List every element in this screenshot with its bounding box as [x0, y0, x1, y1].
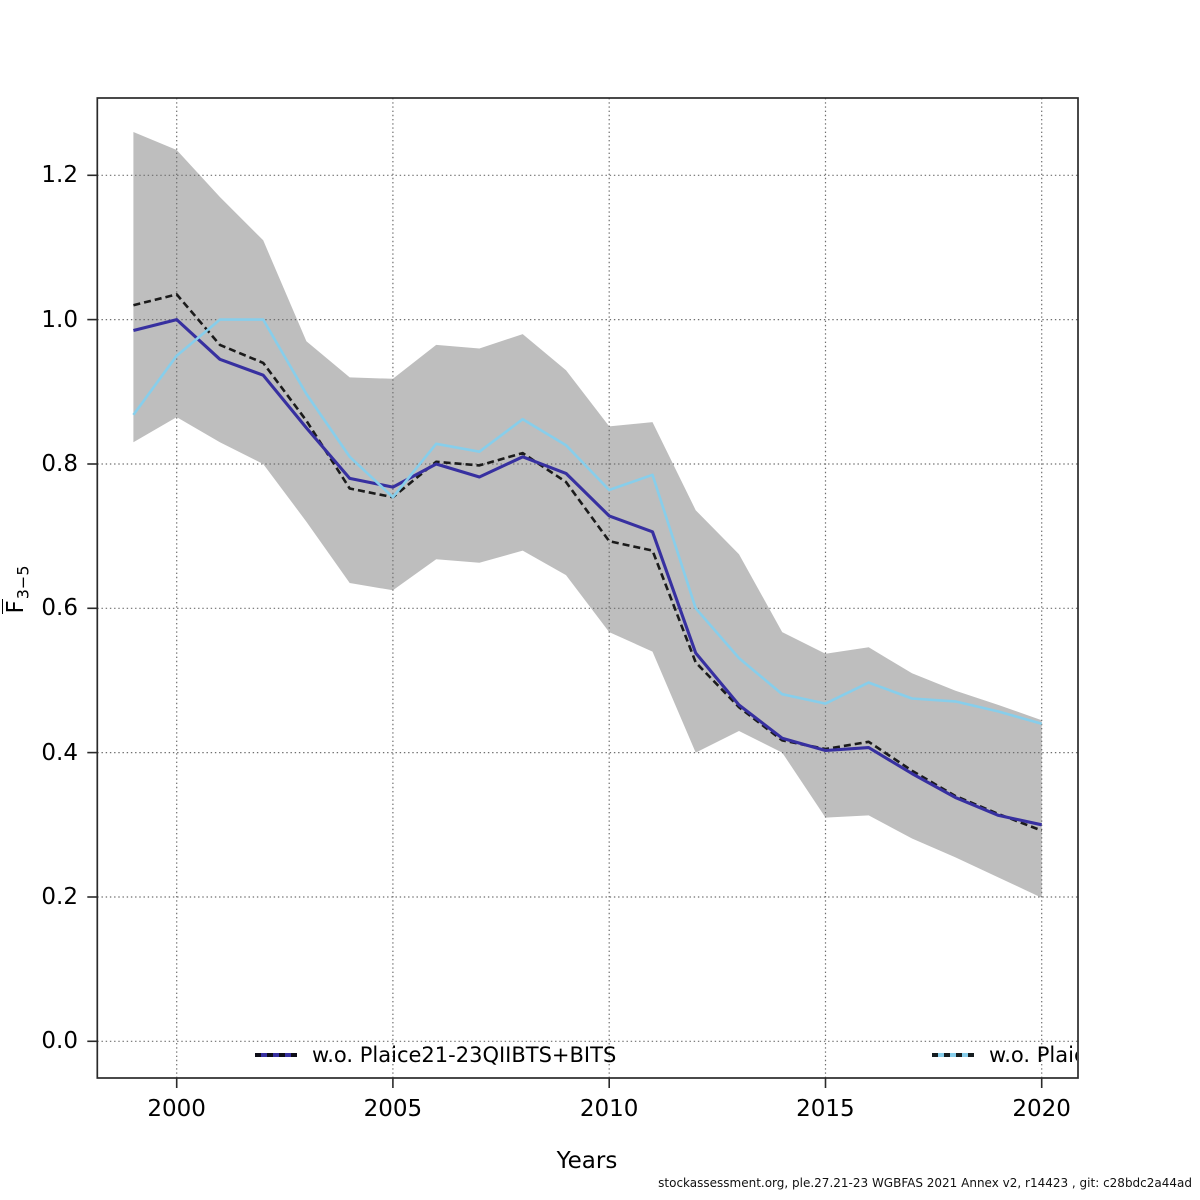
- y-tick-label: 0.2: [41, 883, 78, 910]
- x-tick-label: 2015: [796, 1096, 855, 1122]
- x-tick-label: 2005: [363, 1096, 423, 1122]
- series-line: [133, 293, 1043, 832]
- legend-left-marker-line: [255, 1053, 297, 1057]
- series-line: [133, 318, 1043, 827]
- x-tick-label: 2020: [1012, 1096, 1071, 1122]
- confidence-band: [133, 132, 1042, 898]
- legend-right-marker-line: [932, 1053, 974, 1057]
- legend-left: w.o. Plaice21-23QIIBTS+BITS: [255, 1041, 616, 1069]
- legend-right-label: w.o. Plaic: [989, 1043, 1077, 1067]
- y-tick-label: 0.0: [41, 1028, 78, 1055]
- y-tick-label: 0.8: [41, 450, 78, 477]
- y-axis-label: F3−5: [0, 530, 36, 650]
- y-tick-label: 0.4: [41, 739, 78, 766]
- legend-right: w.o. Plaic: [932, 1041, 1077, 1069]
- y-tick-label: 0.6: [41, 595, 78, 622]
- y-axis-label-sub: 3−5: [13, 565, 33, 600]
- series-line: [132, 318, 1043, 726]
- x-axis-label: Years: [556, 1148, 618, 1174]
- x-tick-label: 2000: [147, 1096, 206, 1122]
- legend-left-label: w.o. Plaice21-23QIIBTS+BITS: [312, 1043, 617, 1067]
- x-tick-label: 2010: [579, 1096, 639, 1122]
- y-tick-label: 1.0: [41, 306, 78, 333]
- plot-border: [96, 97, 1079, 1079]
- y-tick-label: 1.2: [41, 162, 78, 189]
- footer-caption: stockassessment.org, ple.27.21-23 WGBFAS…: [658, 1176, 1192, 1190]
